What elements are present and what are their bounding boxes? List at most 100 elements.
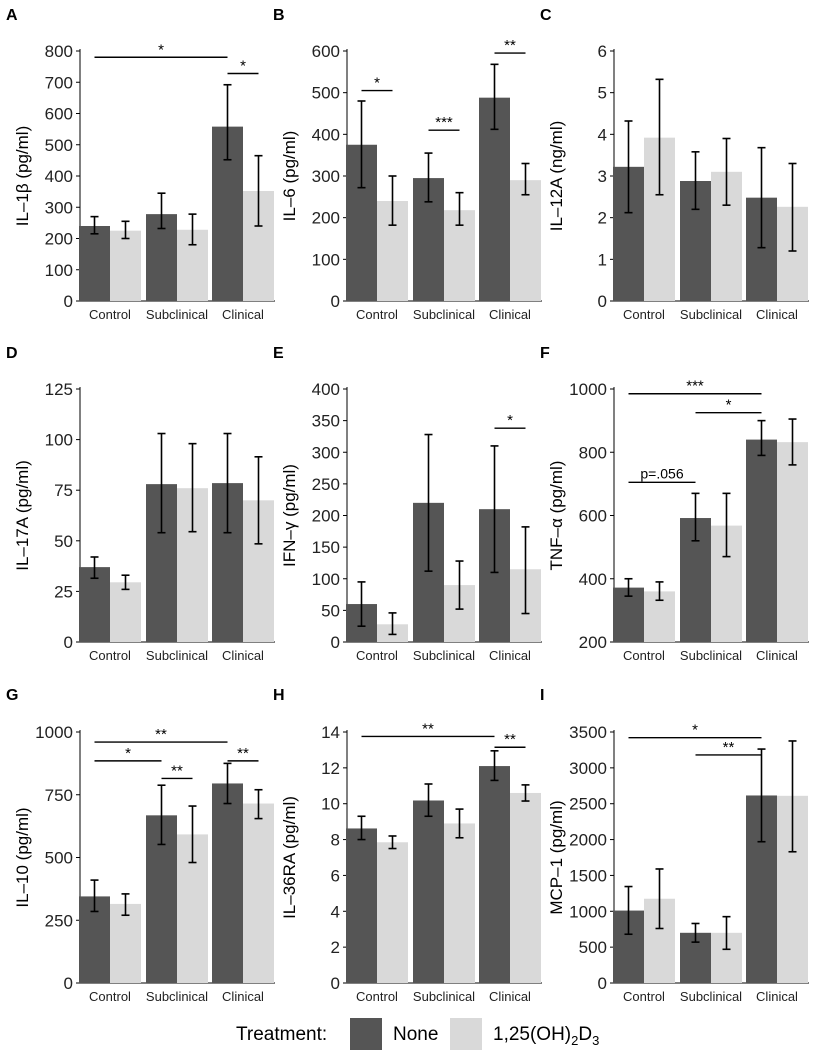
panel-i-ytick-label: 2500 — [569, 795, 607, 814]
panel-h-bar-none-2 — [479, 766, 510, 983]
panel-i-ytick-label: 2000 — [569, 831, 607, 850]
panel-e-letter: E — [273, 345, 284, 362]
panel-c-letter: C — [540, 7, 552, 24]
panel-d-xtick-label: Control — [89, 648, 131, 663]
panel-c-xtick-label: Subclinical — [680, 307, 742, 322]
panel-d-ytick-label: 25 — [54, 582, 73, 601]
panel-b-ylabel: IL–6 (pg/ml) — [280, 131, 299, 222]
legend-label-d3-sub2: 3 — [592, 1032, 600, 1048]
panel-c-ytick-label: 0 — [598, 292, 607, 311]
panel-a-xtick-label: Subclinical — [146, 307, 208, 322]
panel-g-ytick-label: 750 — [45, 786, 73, 805]
panel-b-ytick-label: 0 — [331, 292, 340, 311]
panel-b-ytick-label: 200 — [312, 209, 340, 228]
panel-d-ytick-label: 125 — [45, 380, 73, 399]
panel-c-ytick-label: 4 — [598, 125, 607, 144]
panel-c-xtick-label: Control — [623, 307, 665, 322]
panel-i-ytick-label: 1000 — [569, 902, 607, 921]
panel-i-ytick-label: 3500 — [569, 723, 607, 742]
panel-e-ylabel: IFN–γ (pg/ml) — [280, 464, 299, 567]
panel-g-sig-label: ** — [237, 745, 249, 762]
panel-d-bar-d3-0 — [110, 582, 141, 642]
panel-g-xtick-label: Subclinical — [146, 989, 208, 1004]
panel-h-ytick-label: 14 — [321, 723, 340, 742]
panel-a-xtick-label: Clinical — [222, 307, 264, 322]
panel-a-ylabel: IL–1β (pg/ml) — [13, 126, 32, 226]
panel-b-letter: B — [273, 7, 285, 24]
panel-d-bar-none-0 — [79, 567, 110, 642]
panel-i-sig-label: * — [692, 722, 698, 739]
legend-title: Treatment: — [236, 1024, 328, 1045]
panel-i-xtick-label: Subclinical — [680, 989, 742, 1004]
panel-i-xtick-label: Clinical — [756, 989, 798, 1004]
panel-a-ytick-label: 300 — [45, 198, 73, 217]
panel-d-letter: D — [6, 345, 18, 362]
panel-a-ytick-label: 800 — [45, 42, 73, 61]
panel-a-letter: A — [6, 7, 18, 24]
panel-e-sig-label: * — [507, 412, 513, 429]
panel-a-ytick-label: 600 — [45, 105, 73, 124]
panel-f-bar-d3-2 — [777, 442, 808, 642]
panel-b-ytick-label: 100 — [312, 250, 340, 269]
panel-i-ytick-label: 500 — [579, 938, 607, 957]
panel-g-xtick-label: Clinical — [222, 989, 264, 1004]
panel-a-sig-label: * — [240, 58, 246, 75]
panel-e-xtick-label: Control — [356, 648, 398, 663]
panel-e-ytick-label: 0 — [331, 633, 340, 652]
panel-f-ytick-label: 200 — [579, 633, 607, 652]
panel-g-sig-label: * — [125, 745, 131, 762]
panel-a-ytick-label: 400 — [45, 167, 73, 186]
panel-i-ylabel: MCP–1 (pg/ml) — [547, 800, 566, 914]
panel-g-xtick-label: Control — [89, 989, 131, 1004]
panel-h-ytick-label: 6 — [331, 866, 340, 885]
panel-i-ytick-label: 3000 — [569, 759, 607, 778]
panel-e-xtick-label: Clinical — [489, 648, 531, 663]
panel-c-ytick-label: 5 — [598, 84, 607, 103]
panel-h-bar-d3-2 — [510, 792, 541, 983]
panel-h-bar-none-0 — [346, 828, 377, 983]
panel-g-ytick-label: 500 — [45, 849, 73, 868]
panel-i-xtick-label: Control — [623, 989, 665, 1004]
panel-c-ylabel: IL–12A (ng/ml) — [547, 121, 566, 232]
panel-b-bar-d3-2 — [510, 180, 541, 301]
panel-d-ytick-label: 50 — [54, 532, 73, 551]
panel-b-xtick-label: Control — [356, 307, 398, 322]
panel-b-xtick-label: Clinical — [489, 307, 531, 322]
panel-f-xtick-label: Subclinical — [680, 648, 742, 663]
panel-d-xtick-label: Subclinical — [146, 648, 208, 663]
panel-f-xtick-label: Control — [623, 648, 665, 663]
panel-a-xtick-label: Control — [89, 307, 131, 322]
panel-g-sig-label: ** — [155, 726, 167, 743]
panel-h-xtick-label: Clinical — [489, 989, 531, 1004]
panel-h-ytick-label: 12 — [321, 759, 340, 778]
panel-e-ytick-label: 250 — [312, 475, 340, 494]
panel-e-ytick-label: 400 — [312, 380, 340, 399]
panel-f-ytick-label: 1000 — [569, 380, 607, 399]
panel-c-xtick-label: Clinical — [756, 307, 798, 322]
panel-f-sig-label: * — [726, 397, 732, 414]
panel-b-sig-label: ** — [504, 37, 516, 54]
panel-i-ytick-label: 1500 — [569, 866, 607, 885]
cytokine-figure: AIL–1β (pg/ml)0100200300400500600700800C… — [6, 7, 809, 1004]
panel-g-ytick-label: 250 — [45, 911, 73, 930]
panel-g-ytick-label: 1000 — [35, 723, 73, 742]
panel-h-ytick-label: 2 — [331, 938, 340, 957]
panel-b-xtick-label: Subclinical — [413, 307, 475, 322]
panel-e-ytick-label: 150 — [312, 538, 340, 557]
panel-f-ytick-label: 600 — [579, 507, 607, 526]
panel-d-ytick-label: 0 — [64, 633, 73, 652]
panel-f-ytick-label: 400 — [579, 570, 607, 589]
panel-g-ylabel: IL–10 (pg/ml) — [13, 807, 32, 907]
legend-label-none: None — [393, 1024, 439, 1045]
panel-a-bar-none-0 — [79, 226, 110, 301]
panel-d-ylabel: IL–17A (pg/ml) — [13, 460, 32, 571]
panel-c-ytick-label: 2 — [598, 209, 607, 228]
legend-swatch-none — [350, 1018, 382, 1050]
panel-d-ytick-label: 75 — [54, 481, 73, 500]
panel-c-ytick-label: 3 — [598, 167, 607, 186]
panel-h-letter: H — [273, 687, 285, 704]
panel-f-xtick-label: Clinical — [756, 648, 798, 663]
panel-h-ytick-label: 10 — [321, 795, 340, 814]
panel-a-sig-label: * — [158, 41, 164, 58]
panel-c-ytick-label: 1 — [598, 250, 607, 269]
